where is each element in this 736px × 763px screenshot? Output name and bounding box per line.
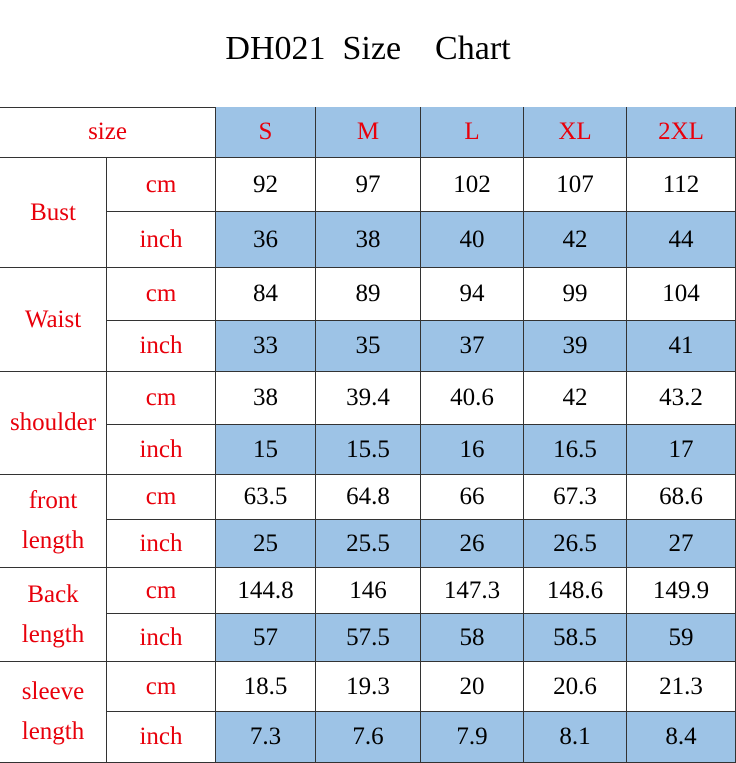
value-cell: 16 <box>421 425 524 475</box>
value-cell: 8.1 <box>524 712 627 763</box>
header-cell: XL <box>524 107 627 158</box>
group-name: Back length <box>0 568 107 662</box>
group-name-line: length <box>21 718 85 745</box>
value-cell: 15 <box>216 425 316 475</box>
value-cell: 59 <box>627 614 736 662</box>
value-cell: 39 <box>524 321 627 372</box>
value-cell: 58 <box>421 614 524 662</box>
value-cell: 107 <box>524 158 627 212</box>
group-name-line: Back <box>27 580 79 608</box>
value-cell: 104 <box>627 268 736 321</box>
unit-cell: inch <box>107 614 216 662</box>
value-cell: 40.6 <box>421 372 524 425</box>
group-name-line: sleeve <box>21 678 85 705</box>
value-cell: 92 <box>216 158 316 212</box>
value-cell: 25.5 <box>316 520 421 568</box>
group-name: Bust <box>0 158 107 268</box>
value-cell: 64.8 <box>316 475 421 520</box>
value-cell: 17 <box>627 425 736 475</box>
value-cell: 144.8 <box>216 568 316 614</box>
value-cell: 25 <box>216 520 316 568</box>
unit-cell: inch <box>107 321 216 372</box>
group-name-line: Bust <box>30 198 76 226</box>
value-cell: 43.2 <box>627 372 736 425</box>
group-name-line: Waist <box>24 305 82 333</box>
value-cell: 66 <box>421 475 524 520</box>
unit-cell: inch <box>107 712 216 763</box>
group-name: shoulder <box>0 372 107 475</box>
value-cell: 112 <box>627 158 736 212</box>
value-cell: 38 <box>316 212 421 268</box>
group-name-line: front <box>28 487 78 514</box>
header-cell: S <box>216 107 316 158</box>
header-cell: size <box>0 107 216 158</box>
value-cell: 89 <box>316 268 421 321</box>
value-cell: 18.5 <box>216 662 316 712</box>
value-cell: 35 <box>316 321 421 372</box>
value-cell: 57 <box>216 614 316 662</box>
value-cell: 8.4 <box>627 712 736 763</box>
value-cell: 20.6 <box>524 662 627 712</box>
value-cell: 40 <box>421 212 524 268</box>
value-cell: 41 <box>627 321 736 372</box>
title: DH021 Size Chart <box>225 30 511 67</box>
group-name: sleeve length <box>0 662 107 763</box>
value-cell: 20 <box>421 662 524 712</box>
unit-cell: cm <box>107 268 216 321</box>
unit-cell: cm <box>107 475 216 520</box>
value-cell: 42 <box>524 372 627 425</box>
value-cell: 7.9 <box>421 712 524 763</box>
value-cell: 58.5 <box>524 614 627 662</box>
value-cell: 16.5 <box>524 425 627 475</box>
value-cell: 38 <box>216 372 316 425</box>
value-cell: 57.5 <box>316 614 421 662</box>
unit-cell: inch <box>107 425 216 475</box>
value-cell: 97 <box>316 158 421 212</box>
value-cell: 102 <box>421 158 524 212</box>
group-name-line: length <box>21 527 85 554</box>
value-cell: 84 <box>216 268 316 321</box>
header-cell: M <box>316 107 421 158</box>
unit-cell: inch <box>107 212 216 268</box>
value-cell: 39.4 <box>316 372 421 425</box>
value-cell: 26 <box>421 520 524 568</box>
value-cell: 99 <box>524 268 627 321</box>
unit-cell: inch <box>107 520 216 568</box>
value-cell: 148.6 <box>524 568 627 614</box>
value-cell: 146 <box>316 568 421 614</box>
value-cell: 67.3 <box>524 475 627 520</box>
value-cell: 26.5 <box>524 520 627 568</box>
value-cell: 21.3 <box>627 662 736 712</box>
value-cell: 15.5 <box>316 425 421 475</box>
value-cell: 149.9 <box>627 568 736 614</box>
unit-cell: cm <box>107 158 216 212</box>
group-name-line: shoulder <box>9 409 97 436</box>
unit-cell: cm <box>107 662 216 712</box>
value-cell: 36 <box>216 212 316 268</box>
group-name-line: length <box>21 620 85 648</box>
unit-cell: cm <box>107 568 216 614</box>
value-cell: 33 <box>216 321 316 372</box>
value-cell: 147.3 <box>421 568 524 614</box>
header-cell: L <box>421 107 524 158</box>
header-cell: 2XL <box>627 107 736 158</box>
value-cell: 19.3 <box>316 662 421 712</box>
value-cell: 42 <box>524 212 627 268</box>
value-cell: 44 <box>627 212 736 268</box>
value-cell: 94 <box>421 268 524 321</box>
value-cell: 37 <box>421 321 524 372</box>
value-cell: 27 <box>627 520 736 568</box>
value-cell: 7.6 <box>316 712 421 763</box>
group-name: Waist <box>0 268 107 372</box>
value-cell: 7.3 <box>216 712 316 763</box>
unit-cell: cm <box>107 372 216 425</box>
value-cell: 68.6 <box>627 475 736 520</box>
value-cell: 63.5 <box>216 475 316 520</box>
group-name: front length <box>0 475 107 568</box>
